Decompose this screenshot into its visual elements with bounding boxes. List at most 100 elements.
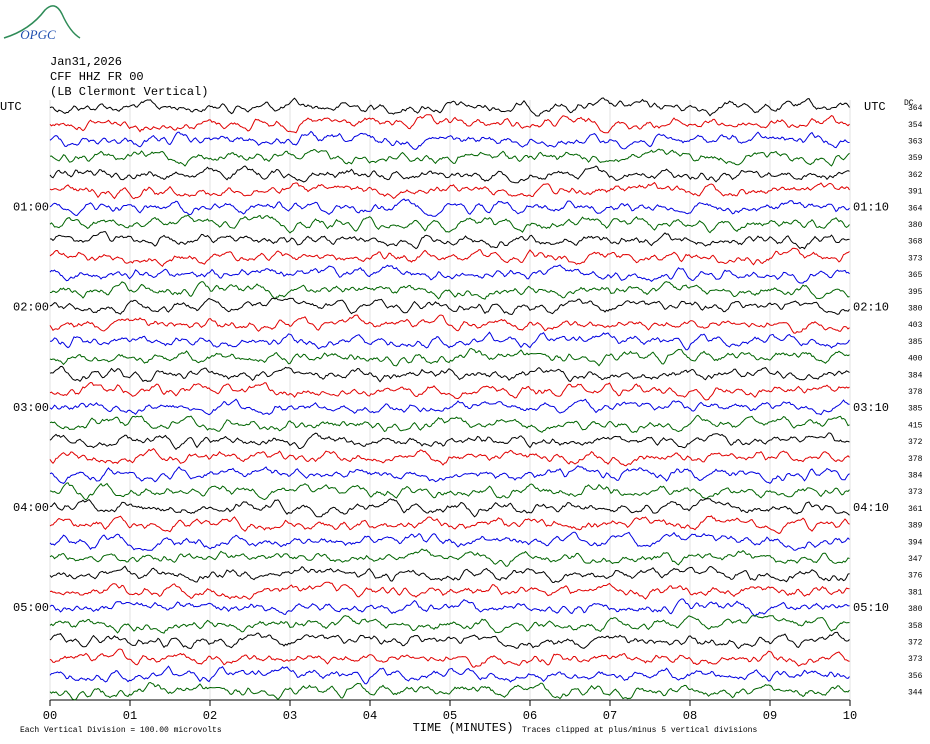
row-value: 368 bbox=[908, 238, 923, 247]
row-value: 359 bbox=[908, 154, 923, 163]
trace bbox=[49, 165, 850, 184]
location: (LB Clermont Vertical) bbox=[50, 85, 208, 99]
footer-clip: Traces clipped at plus/minus 5 vertical … bbox=[522, 726, 757, 735]
trace bbox=[49, 281, 850, 300]
station: CFF HHZ FR 00 bbox=[50, 70, 144, 84]
trace bbox=[49, 531, 850, 551]
trace bbox=[49, 214, 850, 234]
trace bbox=[49, 448, 850, 467]
trace bbox=[49, 381, 850, 401]
row-value: 391 bbox=[908, 188, 923, 197]
row-value: 344 bbox=[908, 689, 923, 698]
trace bbox=[49, 648, 850, 668]
x-tick-label: 10 bbox=[843, 709, 857, 723]
trace bbox=[49, 565, 850, 584]
trace bbox=[49, 297, 850, 316]
row-value: 378 bbox=[908, 388, 923, 397]
row-value: 373 bbox=[908, 254, 923, 263]
row-value: 380 bbox=[908, 605, 923, 614]
right-axis-title: UTC bbox=[864, 100, 886, 114]
trace bbox=[49, 198, 850, 217]
x-tick-label: 08 bbox=[683, 709, 697, 723]
row-value: 364 bbox=[908, 204, 923, 213]
x-tick-label: 02 bbox=[203, 709, 217, 723]
row-value: 364 bbox=[908, 104, 923, 113]
logo-curve bbox=[3, 5, 81, 39]
trace bbox=[49, 548, 850, 567]
trace bbox=[49, 148, 850, 167]
left-time-label: 04:00 bbox=[13, 501, 49, 515]
row-value: 362 bbox=[908, 171, 923, 180]
x-tick-label: 06 bbox=[523, 709, 537, 723]
right-time-label: 05:10 bbox=[853, 601, 889, 615]
trace bbox=[49, 598, 850, 618]
row-value: 380 bbox=[908, 305, 923, 314]
left-axis-title: UTC bbox=[0, 100, 22, 114]
x-tick-label: 01 bbox=[123, 709, 137, 723]
trace bbox=[49, 114, 850, 134]
date: Jan31,2026 bbox=[50, 55, 122, 69]
trace bbox=[49, 482, 850, 501]
row-value: 378 bbox=[908, 455, 923, 464]
trace bbox=[49, 581, 850, 600]
x-tick-label: 07 bbox=[603, 709, 617, 723]
row-value: 384 bbox=[908, 371, 923, 380]
trace bbox=[49, 398, 850, 416]
row-value: 372 bbox=[908, 639, 923, 648]
row-value: 394 bbox=[908, 538, 923, 547]
row-value: 385 bbox=[908, 405, 923, 414]
row-value: 415 bbox=[908, 421, 923, 430]
row-value: 356 bbox=[908, 672, 923, 681]
x-tick-label: 04 bbox=[363, 709, 377, 723]
trace bbox=[49, 432, 850, 451]
trace bbox=[49, 515, 850, 535]
row-value: 376 bbox=[908, 572, 923, 581]
trace bbox=[49, 615, 850, 634]
trace bbox=[49, 347, 850, 367]
row-value: 384 bbox=[908, 472, 923, 481]
trace bbox=[49, 414, 850, 433]
left-time-label: 05:00 bbox=[13, 601, 49, 615]
row-value: 361 bbox=[908, 505, 923, 514]
column-title: DC bbox=[904, 99, 914, 108]
trace bbox=[49, 314, 850, 334]
trace bbox=[49, 264, 850, 284]
row-value: 373 bbox=[908, 488, 923, 497]
trace bbox=[49, 231, 850, 250]
trace bbox=[49, 181, 850, 200]
left-time-label: 01:00 bbox=[13, 200, 49, 214]
row-value: 365 bbox=[908, 271, 923, 280]
footer-scale: Each Vertical Division = 100.00 microvol… bbox=[20, 726, 222, 735]
row-value: 381 bbox=[908, 588, 923, 597]
x-tick-label: 00 bbox=[43, 709, 57, 723]
row-value: 403 bbox=[908, 321, 923, 330]
row-value: 395 bbox=[908, 288, 923, 297]
trace bbox=[50, 498, 850, 518]
row-value: 358 bbox=[908, 622, 923, 631]
row-value: 363 bbox=[908, 138, 923, 147]
x-axis-title: TIME (MINUTES) bbox=[413, 721, 514, 735]
logo-text: OPGC bbox=[20, 27, 56, 42]
row-value: 380 bbox=[908, 221, 923, 230]
trace bbox=[49, 681, 850, 701]
trace bbox=[49, 465, 850, 485]
trace bbox=[49, 331, 850, 351]
row-value: 372 bbox=[908, 438, 923, 447]
left-time-label: 03:00 bbox=[13, 401, 49, 415]
trace bbox=[49, 97, 850, 117]
left-time-label: 02:00 bbox=[13, 301, 49, 315]
trace bbox=[49, 247, 850, 268]
right-time-label: 01:10 bbox=[853, 200, 889, 214]
x-tick-label: 09 bbox=[763, 709, 777, 723]
row-value: 385 bbox=[908, 338, 923, 347]
row-value: 373 bbox=[908, 655, 923, 664]
x-tick-label: 03 bbox=[283, 709, 297, 723]
row-value: 347 bbox=[908, 555, 923, 564]
x-tick-label: 05 bbox=[443, 709, 457, 723]
trace bbox=[49, 130, 850, 150]
trace bbox=[49, 665, 850, 685]
trace bbox=[49, 631, 850, 650]
right-time-label: 02:10 bbox=[853, 301, 889, 315]
right-time-label: 04:10 bbox=[853, 501, 889, 515]
